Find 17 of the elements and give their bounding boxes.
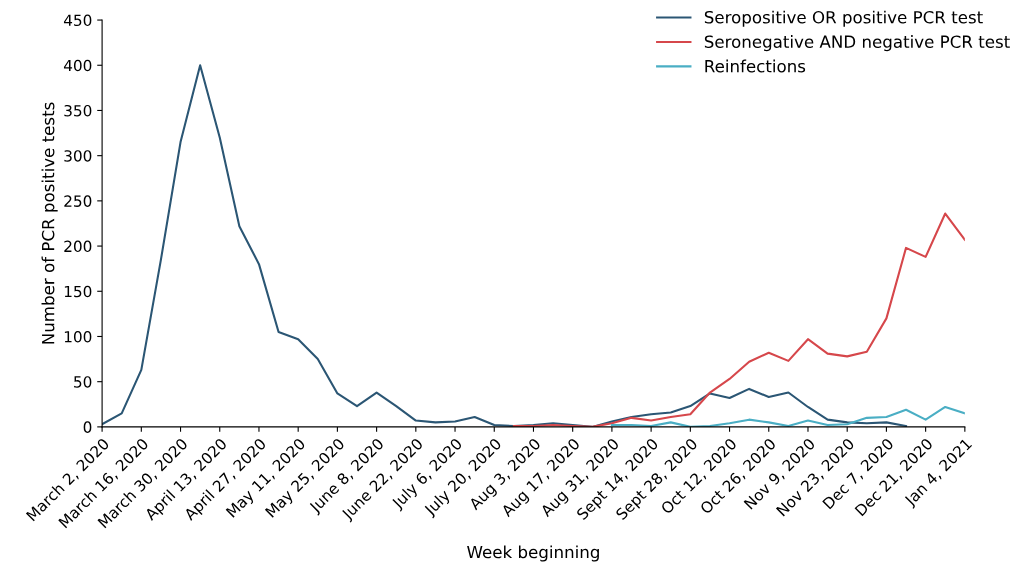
y-tick-label: 50 xyxy=(74,376,92,388)
line-series xyxy=(512,212,965,427)
y-tick-label: 450 xyxy=(63,14,92,27)
x-axis-title: Week beginning xyxy=(467,545,599,562)
y-tick-label: 150 xyxy=(64,285,92,298)
legend-label: Seropositive OR positive PCR test xyxy=(704,10,983,27)
legend-label: Seronegative AND negative PCR test xyxy=(704,35,1010,52)
y-tick-label: 400 xyxy=(63,59,92,72)
y-tick-label: 250 xyxy=(64,195,92,207)
line-series xyxy=(610,405,965,427)
y-tick-label: 300 xyxy=(64,150,92,162)
y-tick-label: 200 xyxy=(64,240,92,253)
legend-label: Reinfections xyxy=(705,59,806,73)
y-tick-label: 0 xyxy=(83,421,92,433)
y-tick-label: 350 xyxy=(64,104,92,117)
y-tick-label: 100 xyxy=(64,330,92,343)
y-axis-title: Number of PCR positive tests xyxy=(41,102,58,344)
